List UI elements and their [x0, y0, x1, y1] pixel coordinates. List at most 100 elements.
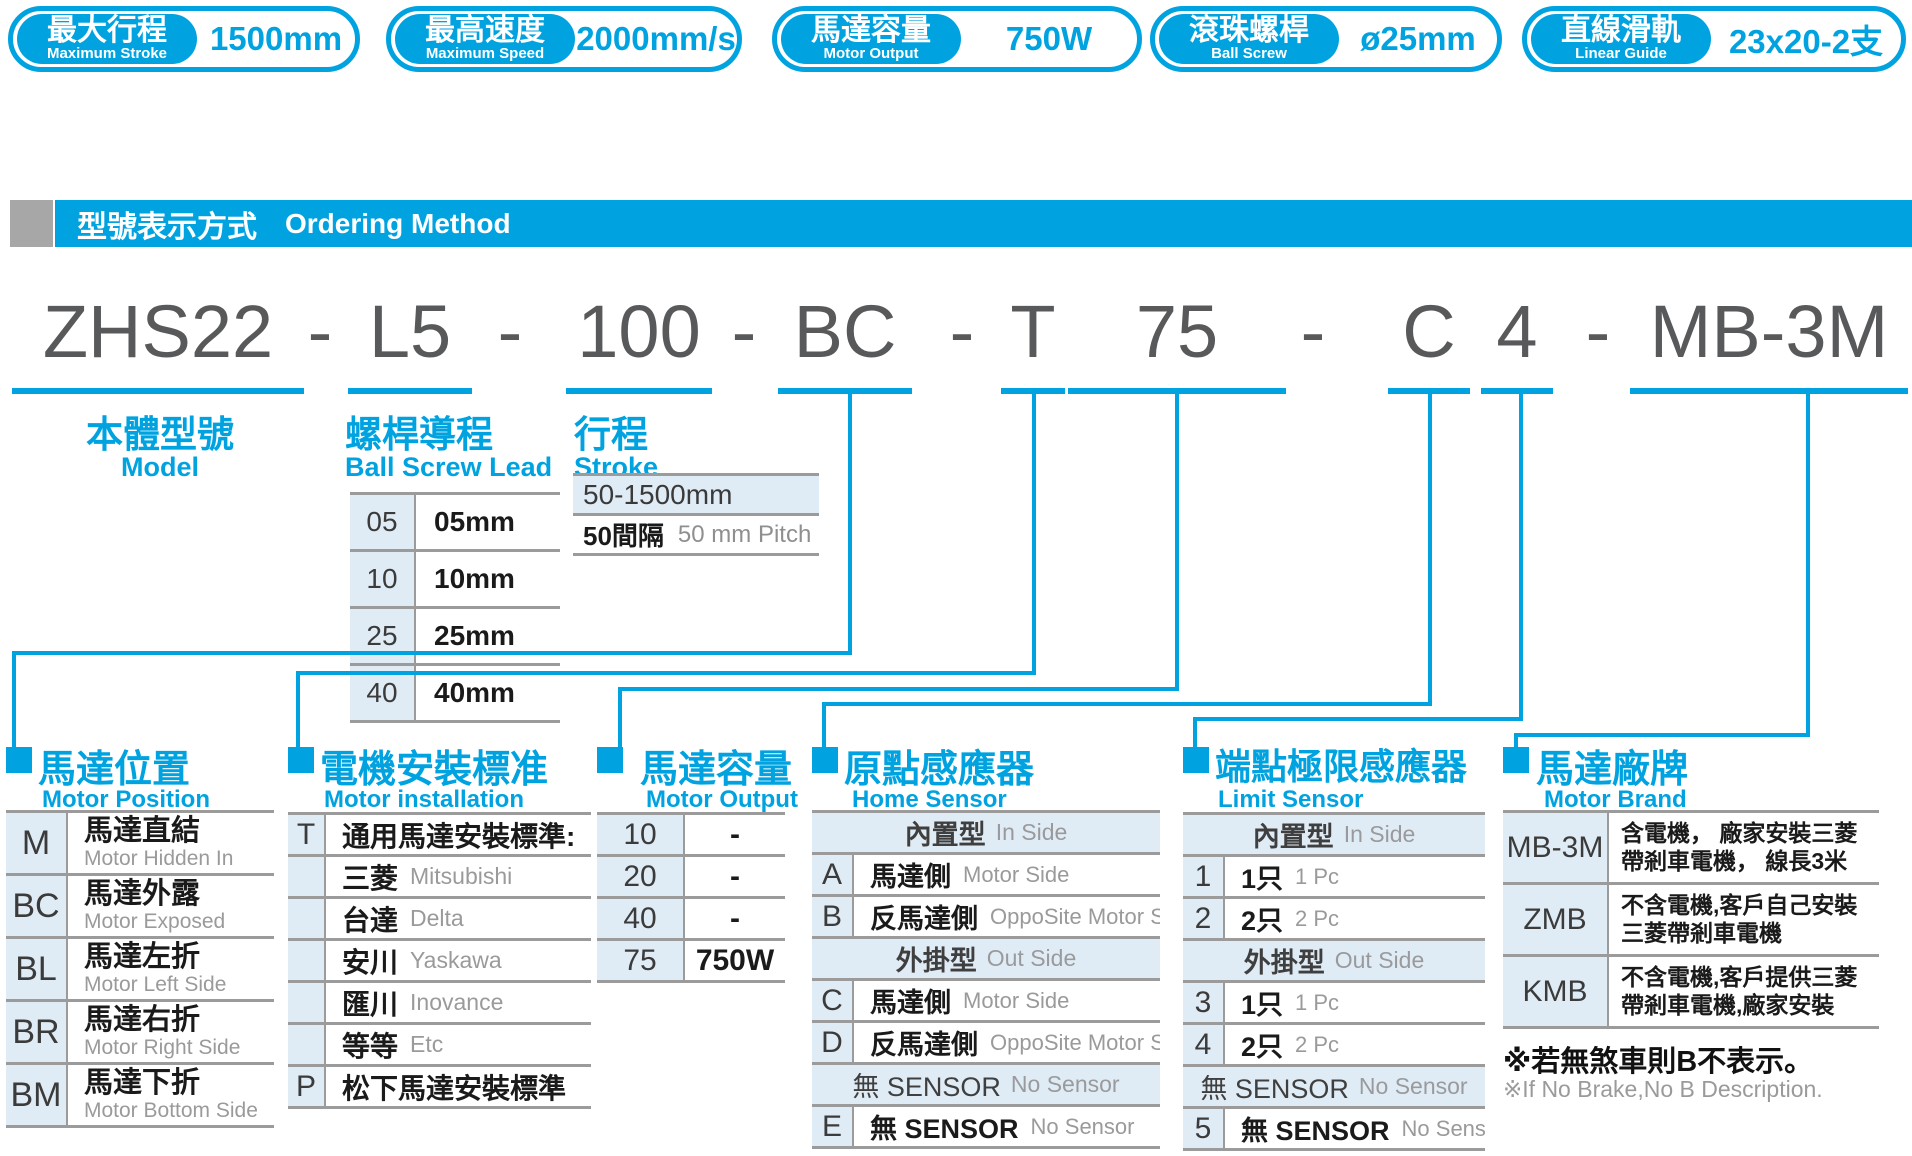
- spec-badge-label: 滾珠螺桿 Ball Screw: [1159, 14, 1339, 64]
- row-en: Motor Left Side: [84, 972, 227, 996]
- motor-brand-table: MB-3M 含電機， 廠家安裝三菱帶剎車電機， 線長3米 ZMB 不含電機,客戶…: [1503, 810, 1879, 1029]
- row-zh: 2只: [1241, 1032, 1284, 1062]
- section-subtitle-output: Motor Output: [646, 786, 798, 813]
- row-code: MB-3M: [1503, 813, 1609, 882]
- spec-badge-en: Ball Screw: [1211, 45, 1287, 63]
- group-en: In Side: [1343, 821, 1416, 847]
- row-value: -: [730, 901, 740, 935]
- section-bullet-icon: [597, 747, 623, 773]
- row-en: 2 Pc: [1295, 905, 1340, 931]
- table-row: 20 -: [597, 857, 785, 899]
- row-en: Motor Side: [963, 987, 1070, 1013]
- spec-badge-zh: 最高速度: [425, 13, 545, 47]
- model-dash: -: [1300, 290, 1326, 373]
- row-code: [288, 1025, 326, 1064]
- spec-badge-en: Linear Guide: [1575, 45, 1667, 63]
- row-code: [288, 983, 326, 1022]
- row-code: KMB: [1503, 957, 1609, 1026]
- row-code: 10: [350, 552, 416, 606]
- connector-line: [1175, 394, 1179, 691]
- row-zh: 無 SENSOR: [870, 1114, 1019, 1144]
- row-zh: 台達: [342, 904, 399, 936]
- table-row: 2 2只 2 Pc: [1183, 899, 1485, 941]
- section-header-bar: 型號表示方式 Ordering Method: [55, 200, 1912, 247]
- section-title-installation: 電機安裝標准: [320, 749, 549, 791]
- model-underline: [1068, 388, 1286, 394]
- row-code: E: [812, 1107, 854, 1146]
- row-code: 1: [1183, 857, 1225, 896]
- table-row: 40 -: [597, 899, 785, 941]
- spec-badge-value: 2000mm/s: [576, 20, 736, 57]
- spec-badge-en: Maximum Stroke: [46, 45, 168, 63]
- table-row: 安川 Yaskawa: [288, 941, 591, 983]
- section-title-output: 馬達容量: [640, 749, 793, 791]
- label-lead-zh: 螺桿導程: [345, 414, 493, 455]
- group-en: No Sensor: [1358, 1073, 1468, 1099]
- table-row: 5 無 SENSOR No Sensor: [1183, 1109, 1485, 1151]
- row-zh: 馬達直結: [84, 815, 201, 848]
- row-en: OppoSite Motor Side: [990, 1029, 1160, 1055]
- spec-badge-linear-guide: 直線滑軌 Linear Guide 23x20-2支: [1522, 6, 1906, 72]
- table-row: ZMB 不含電機,客戶自己安裝三菱帶剎車電機: [1503, 885, 1879, 957]
- spec-badge-en: Motor Output: [823, 45, 919, 63]
- row-en: Motor Right Side: [84, 1035, 241, 1059]
- row-desc: 不含電機,客戶提供三菱帶剎車電機,廠家安裝: [1621, 963, 1858, 1018]
- row-en: OppoSite Motor Side: [990, 903, 1160, 929]
- table-row: BC 馬達外露 Motor Exposed: [6, 876, 274, 939]
- table-row: 台達 Delta: [288, 899, 591, 941]
- model-segment-home-sensor: C: [1402, 290, 1456, 373]
- row-zh: 反馬達側: [870, 1030, 978, 1060]
- table-row: T 通用馬達安裝標準:: [288, 815, 591, 857]
- spec-badge-motor-output: 馬達容量 Motor Output 750W: [772, 6, 1142, 72]
- header-gray-block: [10, 200, 53, 247]
- connector-line: [1519, 394, 1523, 721]
- row-desc: 不含電機,客戶自己安裝三菱帶剎車電機: [1621, 891, 1858, 946]
- group-zh: 無 SENSOR: [1200, 1074, 1349, 1104]
- row-en: No Sensor: [1030, 1113, 1135, 1139]
- model-underline: [1001, 388, 1065, 394]
- connector-line: [618, 687, 1179, 691]
- row-code: P: [288, 1067, 326, 1106]
- model-dash: -: [949, 290, 975, 373]
- row-en: Mitsubishi: [410, 863, 513, 889]
- label-lead-en: Ball Screw Lead: [345, 452, 553, 482]
- connector-line: [1428, 394, 1432, 706]
- brand-note-zh: ※若無煞車則B不表示。: [1503, 1046, 1814, 1078]
- model-segment-brand: MB-3M: [1649, 290, 1889, 373]
- row-en: Etc: [410, 1031, 444, 1057]
- label-stroke-zh: 行程: [574, 414, 648, 455]
- row-code: T: [288, 815, 326, 854]
- model-dash: -: [497, 290, 523, 373]
- model-dash: -: [307, 290, 333, 373]
- row-zh: 三菱: [342, 862, 399, 894]
- row-code: 40: [597, 899, 685, 938]
- row-en: No Sensor: [1401, 1115, 1485, 1141]
- model-segment-output: 75: [1135, 290, 1219, 373]
- model-underline: [348, 388, 472, 394]
- row-zh: 反馬達側: [870, 904, 978, 934]
- group-en: In Side: [995, 819, 1068, 845]
- spec-badge-zh: 最大行程: [47, 13, 167, 47]
- table-row: 50間隔 50 mm Pitch: [573, 516, 819, 556]
- table-row: 75 750W: [597, 941, 785, 983]
- brand-note-en: ※If No Brake,No B Description.: [1503, 1076, 1823, 1102]
- connector-line: [822, 702, 1432, 706]
- row-zh: 無 SENSOR: [1241, 1116, 1390, 1146]
- row-code: [288, 857, 326, 896]
- row-code: 20: [597, 857, 685, 896]
- row-code: BM: [6, 1065, 68, 1125]
- row-value: 10mm: [434, 563, 515, 594]
- spec-badge-zh: 馬達容量: [811, 13, 931, 47]
- table-row: C 馬達側 Motor Side: [812, 981, 1160, 1023]
- section-header-en: Ordering Method: [285, 207, 511, 239]
- row-en: 1 Pc: [1295, 989, 1340, 1015]
- row-code: 2: [1183, 899, 1225, 938]
- row-zh: 等等: [342, 1030, 399, 1062]
- connector-line: [296, 671, 300, 748]
- table-row: 4 2只 2 Pc: [1183, 1025, 1485, 1067]
- row-zh: 1只: [1241, 864, 1284, 894]
- connector-line: [1193, 717, 1197, 748]
- row-code: C: [812, 981, 854, 1020]
- row-code: [288, 941, 326, 980]
- row-code: 10: [597, 815, 685, 854]
